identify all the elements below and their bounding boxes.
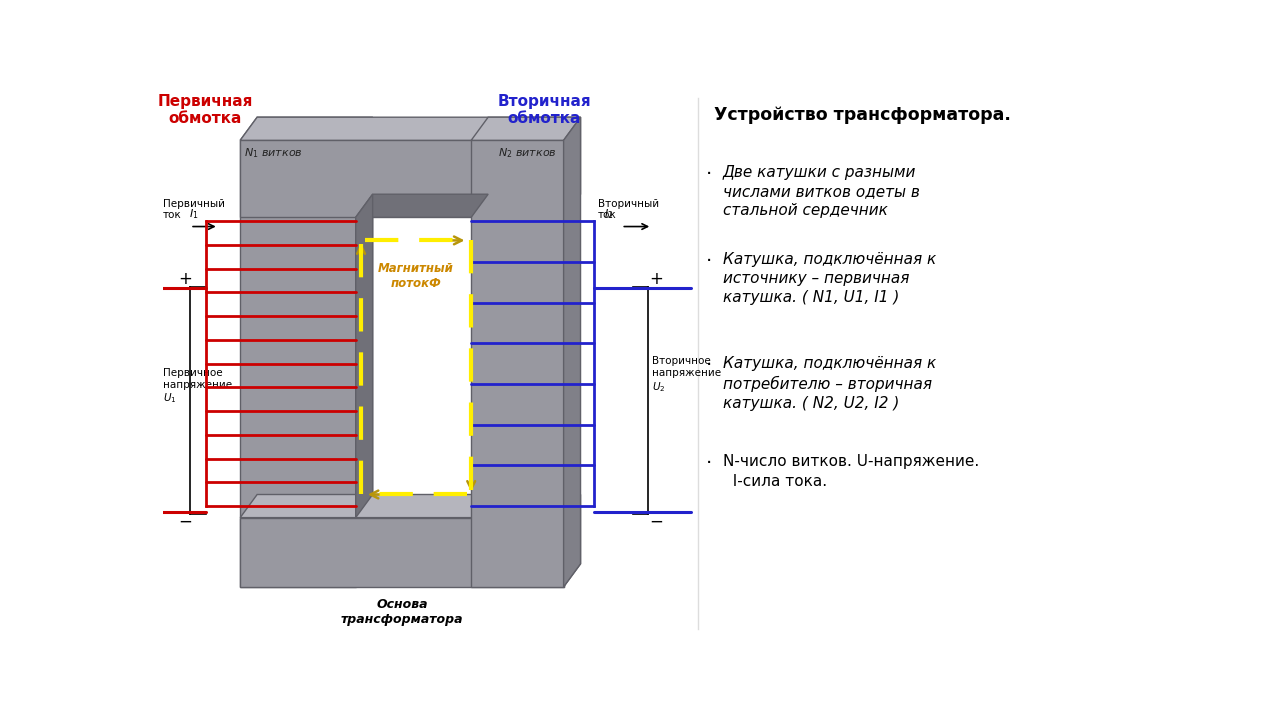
Polygon shape xyxy=(241,117,581,140)
Text: Первичная
обмотка: Первичная обмотка xyxy=(157,94,253,127)
Text: $N_1$ витков: $N_1$ витков xyxy=(244,146,303,161)
Polygon shape xyxy=(563,117,581,217)
Text: $I_2$: $I_2$ xyxy=(604,207,613,221)
Polygon shape xyxy=(356,194,488,217)
Polygon shape xyxy=(356,194,372,518)
Polygon shape xyxy=(471,117,581,140)
Polygon shape xyxy=(471,140,563,587)
Text: ·: · xyxy=(707,252,712,271)
Text: $N_2$ витков: $N_2$ витков xyxy=(498,146,557,161)
Polygon shape xyxy=(241,518,563,587)
Text: +: + xyxy=(649,270,663,288)
Text: Магнитный
потокФ: Магнитный потокФ xyxy=(378,262,453,290)
Text: Вторичное
напряжение
$U_2$: Вторичное напряжение $U_2$ xyxy=(652,356,721,394)
Text: Вторичная
обмотка: Вторичная обмотка xyxy=(498,94,591,127)
Text: ·: · xyxy=(707,454,712,474)
Text: +: + xyxy=(178,270,192,288)
Text: Вторичный
ток: Вторичный ток xyxy=(598,199,659,220)
Text: Катушка, подключённая к
потребителю – вторичная
катушка. ( N2, U2, I2 ): Катушка, подключённая к потребителю – вт… xyxy=(723,356,936,411)
Polygon shape xyxy=(241,495,581,518)
Text: Две катушки с разными
числами витков одеты в
стальной сердечник: Две катушки с разными числами витков оде… xyxy=(723,165,920,218)
Text: ·: · xyxy=(707,165,712,184)
Text: Устройство трансформатора.: Устройство трансформатора. xyxy=(714,106,1011,124)
Polygon shape xyxy=(241,140,563,217)
Text: Основа
трансформатора: Основа трансформатора xyxy=(340,598,463,626)
Text: ·: · xyxy=(707,356,712,375)
Polygon shape xyxy=(241,117,372,140)
Polygon shape xyxy=(241,140,356,587)
Text: −: − xyxy=(178,513,192,531)
Polygon shape xyxy=(563,117,581,587)
Polygon shape xyxy=(356,117,372,587)
Text: $I_1$: $I_1$ xyxy=(189,207,198,221)
Text: Катушка, подключённая к
источнику – первичная
катушка. ( N1, U1, I1 ): Катушка, подключённая к источнику – перв… xyxy=(723,252,936,305)
Text: N-число витков. U-напряжение.
  I-сила тока.: N-число витков. U-напряжение. I-сила ток… xyxy=(723,454,979,489)
Text: Первичный
ток: Первичный ток xyxy=(164,199,225,220)
Text: −: − xyxy=(649,513,663,531)
Polygon shape xyxy=(563,495,581,587)
Text: Первичное
напряжение
$U_1$: Первичное напряжение $U_1$ xyxy=(164,368,233,405)
